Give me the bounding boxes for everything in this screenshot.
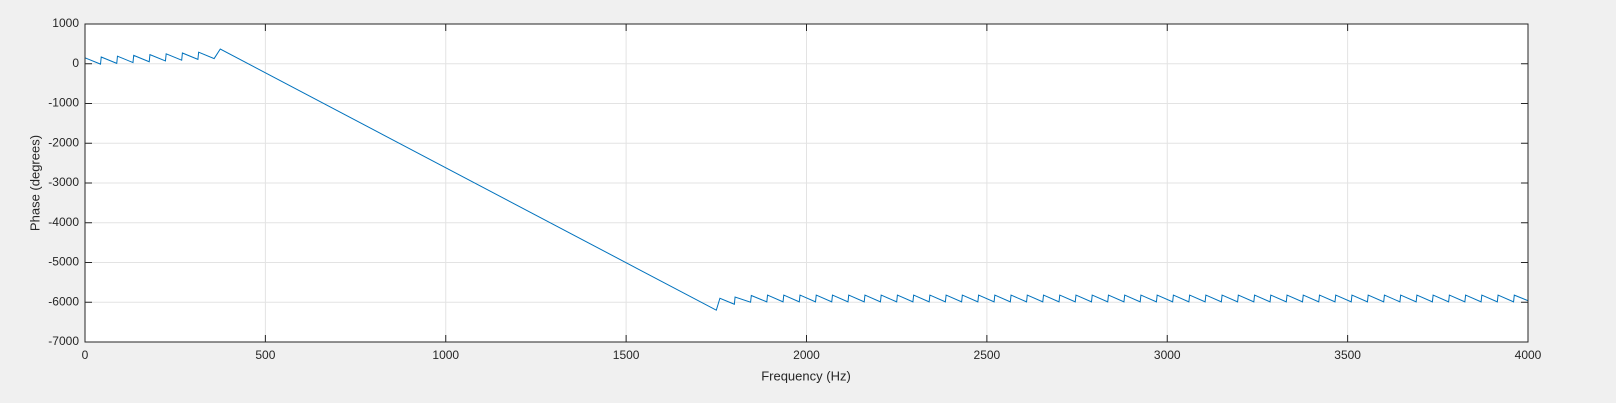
x-axis-label: Frequency (Hz) xyxy=(761,368,851,383)
x-tick-label: 1500 xyxy=(613,348,640,362)
y-tick-label: -7000 xyxy=(48,334,79,348)
x-tick-label: 500 xyxy=(255,348,275,362)
x-tick-label: 4000 xyxy=(1515,348,1542,362)
x-tick-label: 1000 xyxy=(432,348,459,362)
y-tick-label: 0 xyxy=(72,56,79,70)
x-tick-label: 0 xyxy=(82,348,89,362)
x-tick-label: 3500 xyxy=(1334,348,1361,362)
y-tick-label: -4000 xyxy=(48,215,79,229)
y-tick-label: -2000 xyxy=(48,135,79,149)
y-tick-label: -1000 xyxy=(48,96,79,110)
y-tick-label: 1000 xyxy=(52,16,79,30)
y-tick-label: -6000 xyxy=(48,294,79,308)
x-tick-label: 2500 xyxy=(974,348,1001,362)
y-axis-label: Phase (degrees) xyxy=(27,135,42,231)
axes-box xyxy=(84,23,1529,343)
x-tick-label: 3000 xyxy=(1154,348,1181,362)
y-tick-label: -3000 xyxy=(48,175,79,189)
x-tick-label: 2000 xyxy=(793,348,820,362)
series-line xyxy=(84,48,1529,311)
y-tick-label: -5000 xyxy=(48,255,79,269)
